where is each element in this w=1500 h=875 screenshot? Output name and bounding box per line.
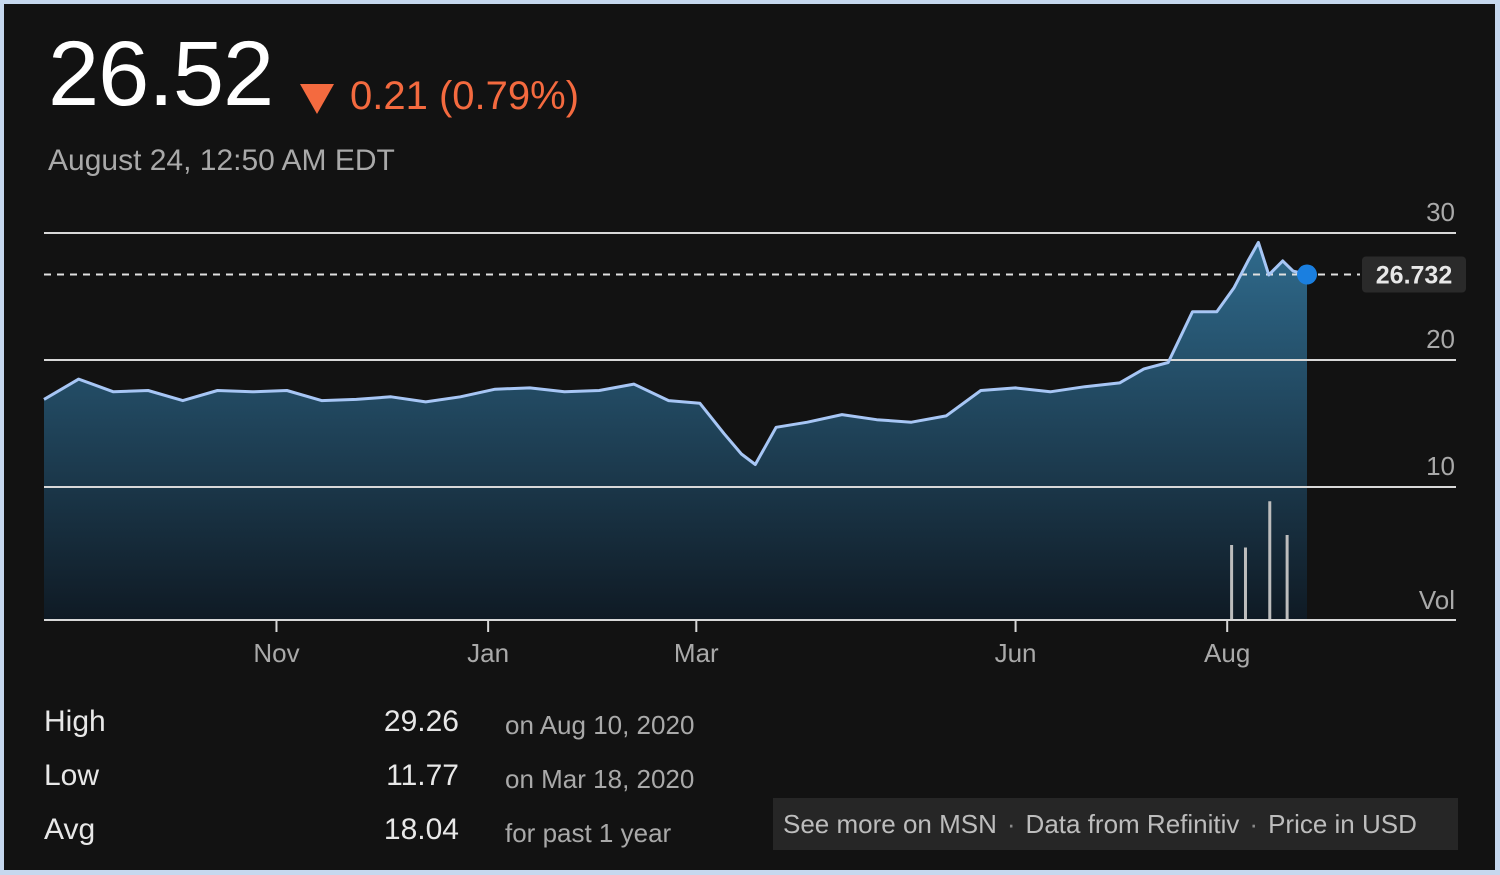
current-price: 26.52	[48, 23, 274, 125]
stat-value: 29.26	[383, 705, 459, 738]
separator: ·	[1249, 808, 1259, 839]
stat-label: Low	[44, 759, 100, 792]
stat-note: on Mar 18, 2020	[505, 764, 695, 794]
price-area-fill	[44, 242, 1307, 620]
reference-value-badge	[1362, 256, 1466, 293]
separator: ·	[1006, 808, 1016, 839]
y-axis-tick-label: 20	[1426, 324, 1455, 354]
current-price-marker	[1297, 264, 1317, 285]
x-axis-tick-label: Mar	[674, 638, 719, 668]
stat-label: High	[44, 705, 106, 738]
stat-value: 18.04	[383, 813, 459, 846]
currency-text: Price in USD	[1268, 808, 1417, 839]
price-line	[43, 240, 1308, 466]
reference-value-label: 26.732	[1376, 262, 1452, 290]
stat-note: for past 1 year	[505, 818, 672, 848]
y-axis-tick-label: 30	[1426, 197, 1455, 227]
x-axis-tick-label: Nov	[253, 638, 299, 668]
y-axis-tick-label: 10	[1426, 451, 1455, 481]
change-text: 0.21 (0.79%)	[350, 74, 580, 118]
down-arrow-icon	[300, 83, 334, 114]
stat-note: on Aug 10, 2020	[505, 710, 695, 740]
volume-label: Vol	[1419, 585, 1455, 615]
x-axis-tick-label: Jan	[467, 638, 509, 668]
stat-label: Avg	[44, 813, 96, 846]
data-source-text: Data from Refinitiv	[1025, 808, 1240, 839]
attribution-bar: See more on MSN · Data from Refinitiv · …	[773, 798, 1458, 850]
see-more-msn-link[interactable]: See more on MSN	[783, 808, 997, 839]
x-axis-tick-label: Jun	[995, 638, 1037, 668]
x-axis-tick-label: Aug	[1204, 638, 1250, 668]
price-change: 0.21 (0.79%)	[300, 74, 579, 119]
quote-timestamp: August 24, 12:50 AM EDT	[48, 144, 395, 177]
price-chart[interactable]: 30 20 10 26.732 Nov Jan Mar Jun Aug Vol	[0, 0, 1500, 700]
stat-value: 11.77	[386, 759, 459, 792]
